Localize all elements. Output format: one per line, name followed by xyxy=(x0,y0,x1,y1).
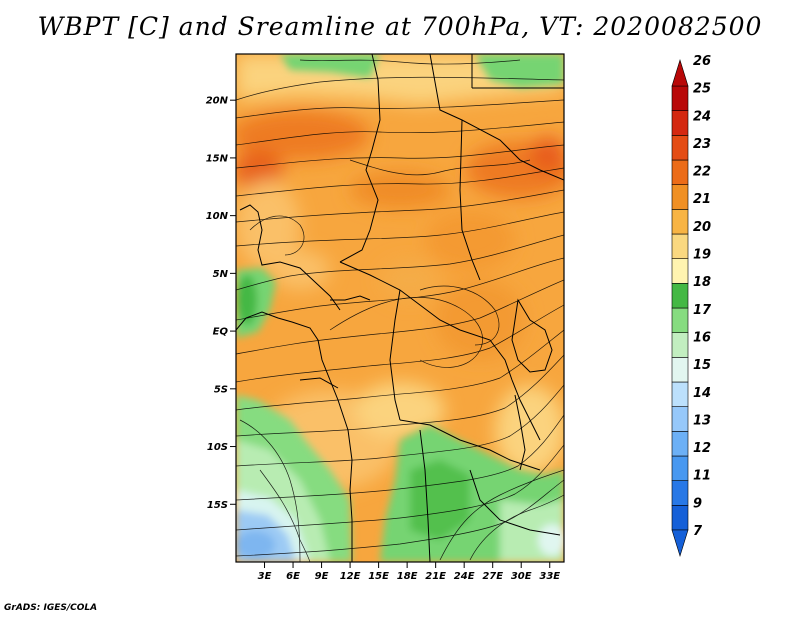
colorbar-swatch xyxy=(671,85,689,111)
lat-tick-label: 5S xyxy=(214,384,228,395)
colorbar-label: 24 xyxy=(693,109,711,124)
lon-tick-label: 15E xyxy=(368,571,389,582)
colorbar-label: 21 xyxy=(693,192,711,207)
streamlines xyxy=(236,59,564,562)
lon-tick-label: 9E xyxy=(315,571,329,582)
colorbar-high-arrow xyxy=(671,58,689,87)
lon-tick-label: 24E xyxy=(454,571,475,582)
colorbar-swatch xyxy=(671,184,689,210)
colorbar-swatch xyxy=(671,455,689,481)
colorbar-swatch xyxy=(671,406,689,432)
colorbar-label: 18 xyxy=(693,275,711,290)
colorbar-swatch xyxy=(671,159,689,185)
colorbar-swatch xyxy=(671,357,689,383)
colorbar-swatch xyxy=(671,381,689,407)
colorbar-label: 16 xyxy=(693,330,711,345)
colorbar-swatch xyxy=(671,135,689,161)
colorbar-swatch xyxy=(671,283,689,309)
colorbar-label: 17 xyxy=(693,303,712,318)
colorbar: 7 9 11 12 13 14 15 16 17 18 19 20 21 22 23 24 25 26 xyxy=(671,54,712,558)
lon-tick-label: 18E xyxy=(397,571,418,582)
colorbar-label: 20 xyxy=(693,220,711,235)
colorbar-label: 7 xyxy=(693,524,703,539)
colorbar-label: 26 xyxy=(693,54,711,69)
colorbar-swatch xyxy=(671,233,689,259)
colorbar-label: 14 xyxy=(693,386,711,401)
lat-tick-label: 15S xyxy=(207,500,228,511)
colorbar-swatch xyxy=(671,332,689,358)
colorbar-swatch xyxy=(671,307,689,333)
colorbar-swatch xyxy=(671,258,689,284)
colorbar-swatch xyxy=(671,480,689,506)
colorbar-label: 15 xyxy=(693,358,711,373)
credit-text: GrADS: IGES/COLA xyxy=(4,603,98,613)
colorbar-label: 13 xyxy=(693,413,711,428)
lat-tick-label: 5N xyxy=(213,269,229,280)
colorbar-label: 19 xyxy=(693,248,711,263)
lon-tick-label: 30E xyxy=(511,571,532,582)
longitude-axis: 3E 6E 9E 12E 15E 18E 21E 24E 27E 30E 33E xyxy=(258,562,560,582)
lon-tick-label: 3E xyxy=(258,571,272,582)
lon-tick-label: 12E xyxy=(340,571,361,582)
colorbar-label: 23 xyxy=(693,137,711,152)
lat-tick-label: 10S xyxy=(207,442,228,453)
colorbar-low-arrow xyxy=(671,529,689,558)
colorbar-label: 9 xyxy=(693,496,702,511)
lon-tick-label: 21E xyxy=(425,571,446,582)
map-frame xyxy=(235,53,565,563)
country-boundaries xyxy=(236,54,564,562)
colorbar-label: 25 xyxy=(693,82,711,97)
lat-tick-label: 15N xyxy=(206,153,229,164)
lat-tick-label: 20N xyxy=(206,96,229,107)
colorbar-swatch xyxy=(671,431,689,457)
latitude-axis: 20N 15N 10N 5N EQ 5S 10S 15S xyxy=(206,96,236,511)
colorbar-swatch xyxy=(671,110,689,136)
lon-tick-label: 27E xyxy=(482,571,503,582)
lat-tick-label: 10N xyxy=(206,211,229,222)
chart-title: WBPT [C] and Sreamline at 700hPa, VT: 20… xyxy=(37,12,763,41)
colorbar-swatch xyxy=(671,505,689,531)
colorbar-label: 11 xyxy=(693,469,711,484)
lon-tick-label: 6E xyxy=(286,571,300,582)
lon-tick-label: 33E xyxy=(539,571,560,582)
lat-tick-label: EQ xyxy=(213,327,229,338)
colorbar-label: 12 xyxy=(693,441,711,456)
wbpt-shading xyxy=(236,54,564,562)
colorbar-swatch xyxy=(671,209,689,235)
colorbar-label: 22 xyxy=(693,165,711,180)
